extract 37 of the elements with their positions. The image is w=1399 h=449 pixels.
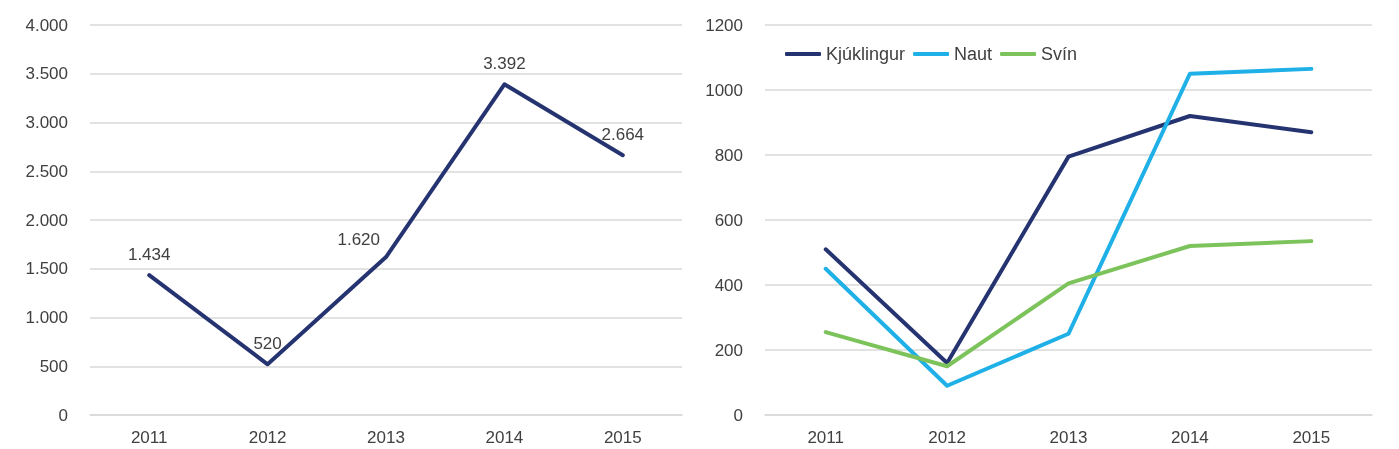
y-tick-label: 4.000 — [25, 15, 68, 35]
x-tick-label: 2015 — [603, 428, 642, 447]
y-tick-label: 1.500 — [25, 259, 68, 279]
data-label: 1.434 — [127, 245, 171, 265]
y-tick-label: 0 — [733, 405, 743, 425]
y-tick-label: 500 — [39, 356, 68, 376]
y-tick-label: 2.500 — [25, 161, 68, 181]
line-series — [823, 239, 1314, 369]
legend-label: Naut — [954, 44, 993, 64]
line-series — [823, 114, 1314, 365]
x-tick-label: 2011 — [807, 428, 844, 447]
y-tick-label: 400 — [714, 275, 743, 295]
y-tick-label: 1.000 — [25, 308, 68, 327]
x-tick-label: 2011 — [130, 428, 168, 447]
data-label: 1.620 — [337, 229, 380, 249]
x-tick-label: 2014 — [485, 428, 524, 447]
x-tick-label: 2013 — [367, 428, 405, 447]
y-tick-label: 1000 — [705, 80, 743, 100]
x-tick-label: 2012 — [928, 428, 967, 447]
line-series — [823, 66, 1314, 388]
x-tick-label: 2015 — [1292, 428, 1331, 447]
data-label: 520 — [253, 334, 282, 354]
y-tick-label: 600 — [714, 210, 743, 230]
data-label: 3.392 — [483, 54, 526, 74]
legend-label: Kjúklingur — [826, 44, 906, 64]
y-tick-label: 0 — [58, 405, 68, 425]
y-tick-label: 3.000 — [25, 113, 68, 132]
y-tick-label: 2.000 — [25, 210, 68, 230]
x-tick-label: 2013 — [1049, 428, 1088, 447]
y-tick-label: 3.500 — [25, 64, 68, 84]
x-tick-label: 2014 — [1170, 428, 1209, 447]
x-tick-label: 2012 — [248, 428, 287, 447]
y-tick-label: 800 — [714, 145, 743, 165]
y-tick-label: 200 — [714, 340, 743, 360]
y-tick-label: 1200 — [705, 15, 743, 35]
data-label: 2.664 — [601, 125, 645, 145]
legend-label: Svín — [1041, 44, 1078, 64]
